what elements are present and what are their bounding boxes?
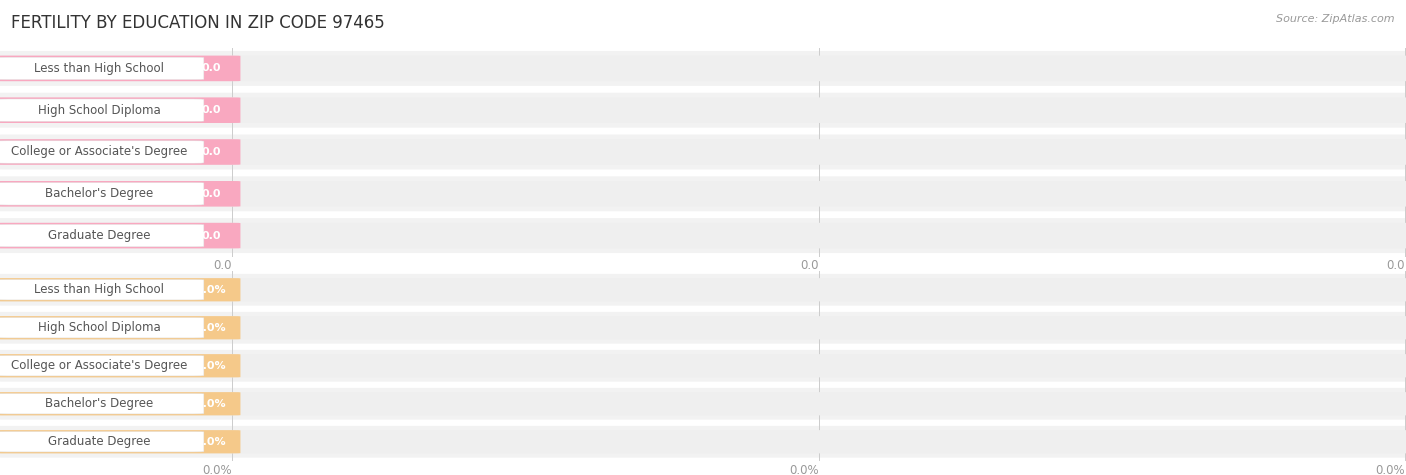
FancyBboxPatch shape bbox=[0, 139, 1406, 165]
FancyBboxPatch shape bbox=[0, 274, 1406, 305]
FancyBboxPatch shape bbox=[0, 97, 240, 123]
Text: Less than High School: Less than High School bbox=[34, 283, 165, 296]
Text: FERTILITY BY EDUCATION IN ZIP CODE 97465: FERTILITY BY EDUCATION IN ZIP CODE 97465 bbox=[11, 14, 385, 32]
FancyBboxPatch shape bbox=[0, 278, 1406, 301]
FancyBboxPatch shape bbox=[0, 316, 240, 339]
FancyBboxPatch shape bbox=[0, 99, 204, 122]
FancyBboxPatch shape bbox=[0, 432, 204, 452]
FancyBboxPatch shape bbox=[0, 56, 240, 81]
FancyBboxPatch shape bbox=[0, 280, 204, 300]
Text: 0.0: 0.0 bbox=[201, 105, 221, 115]
Text: 0.0: 0.0 bbox=[201, 63, 221, 74]
Text: 0.0%: 0.0% bbox=[195, 285, 226, 295]
FancyBboxPatch shape bbox=[0, 141, 204, 163]
Text: Graduate Degree: Graduate Degree bbox=[48, 435, 150, 448]
Text: Graduate Degree: Graduate Degree bbox=[48, 229, 150, 242]
Text: 0.0%: 0.0% bbox=[195, 323, 226, 333]
FancyBboxPatch shape bbox=[0, 354, 1406, 377]
FancyBboxPatch shape bbox=[0, 312, 1406, 343]
FancyBboxPatch shape bbox=[0, 181, 1406, 207]
Text: 0.0%: 0.0% bbox=[195, 437, 226, 447]
FancyBboxPatch shape bbox=[0, 430, 240, 453]
FancyBboxPatch shape bbox=[0, 57, 204, 80]
Text: 0.0: 0.0 bbox=[201, 189, 221, 199]
FancyBboxPatch shape bbox=[0, 223, 240, 248]
FancyBboxPatch shape bbox=[0, 223, 1406, 248]
Text: College or Associate's Degree: College or Associate's Degree bbox=[11, 359, 187, 372]
Text: 0.0%: 0.0% bbox=[195, 361, 226, 371]
FancyBboxPatch shape bbox=[0, 392, 240, 415]
FancyBboxPatch shape bbox=[0, 176, 1406, 211]
Text: College or Associate's Degree: College or Associate's Degree bbox=[11, 145, 187, 159]
Text: 0.0: 0.0 bbox=[201, 147, 221, 157]
FancyBboxPatch shape bbox=[0, 182, 204, 205]
Text: Less than High School: Less than High School bbox=[34, 62, 165, 75]
FancyBboxPatch shape bbox=[0, 394, 204, 414]
Text: Source: ZipAtlas.com: Source: ZipAtlas.com bbox=[1277, 14, 1395, 24]
FancyBboxPatch shape bbox=[0, 134, 1406, 170]
FancyBboxPatch shape bbox=[0, 316, 1406, 339]
Text: Bachelor's Degree: Bachelor's Degree bbox=[45, 397, 153, 410]
Text: High School Diploma: High School Diploma bbox=[38, 321, 160, 334]
FancyBboxPatch shape bbox=[0, 350, 1406, 381]
FancyBboxPatch shape bbox=[0, 354, 240, 377]
FancyBboxPatch shape bbox=[0, 218, 1406, 253]
FancyBboxPatch shape bbox=[0, 139, 240, 165]
FancyBboxPatch shape bbox=[0, 278, 240, 301]
FancyBboxPatch shape bbox=[0, 318, 204, 338]
FancyBboxPatch shape bbox=[0, 181, 240, 207]
Text: 0.0: 0.0 bbox=[201, 230, 221, 241]
FancyBboxPatch shape bbox=[0, 51, 1406, 86]
FancyBboxPatch shape bbox=[0, 224, 204, 247]
FancyBboxPatch shape bbox=[0, 430, 1406, 453]
FancyBboxPatch shape bbox=[0, 388, 1406, 419]
FancyBboxPatch shape bbox=[0, 97, 1406, 123]
Text: 0.0%: 0.0% bbox=[195, 399, 226, 409]
Text: High School Diploma: High School Diploma bbox=[38, 104, 160, 117]
FancyBboxPatch shape bbox=[0, 392, 1406, 415]
FancyBboxPatch shape bbox=[0, 93, 1406, 128]
FancyBboxPatch shape bbox=[0, 56, 1406, 81]
FancyBboxPatch shape bbox=[0, 356, 204, 376]
FancyBboxPatch shape bbox=[0, 426, 1406, 457]
Text: Bachelor's Degree: Bachelor's Degree bbox=[45, 187, 153, 200]
